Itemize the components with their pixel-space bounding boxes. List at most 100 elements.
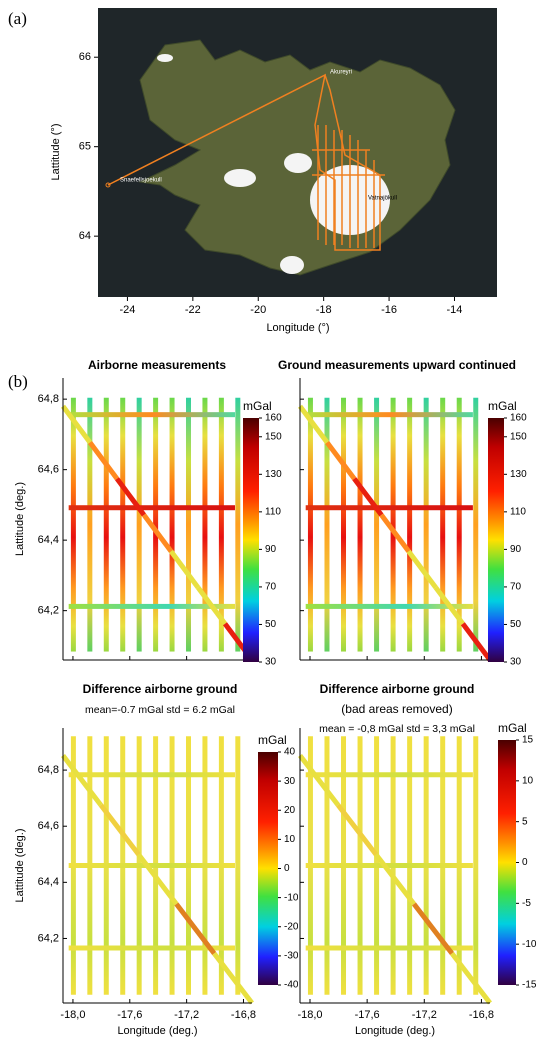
colorbar-tick-label: -10 [284, 892, 299, 903]
colorbar-tick-label: 130 [265, 469, 282, 480]
colorbar-label: mGal [243, 399, 272, 413]
colorbar-tick-label: -40 [284, 980, 299, 991]
colorbar-tick-label: 150 [265, 431, 282, 442]
colorbar-tick-label: 70 [265, 582, 277, 593]
flight-line [195, 585, 228, 626]
colorbar-tick-label: 30 [284, 776, 296, 787]
flight-track [107, 73, 385, 251]
flight-line [68, 505, 235, 511]
place-label: Snaefellsjoekull [120, 178, 162, 184]
y-tick-label: 64 [79, 230, 91, 242]
flight-line [212, 951, 254, 1005]
x-tick-label: -16 [381, 304, 397, 316]
x-tick-label: -20 [250, 304, 266, 316]
y-tick-label: 65 [79, 141, 91, 153]
flight-line [103, 397, 109, 652]
flight-line [305, 412, 473, 418]
colorbar-tick-label: 10 [284, 834, 296, 845]
flight-line [68, 945, 235, 951]
flight-line [60, 404, 93, 444]
flight-line [68, 863, 235, 868]
panel-title: Difference airborne ground [83, 682, 238, 696]
flight-line [357, 397, 363, 652]
flight-line [174, 902, 217, 956]
panel: -18,0 -17,6 -17,2 -16,8 Difference airborne … [297, 682, 536, 1037]
panel-subtitle: mean=-0.7 mGal std = 6.2 mGal [85, 704, 235, 716]
colorbar [488, 418, 504, 662]
colorbar-tick-label: -5 [522, 898, 531, 909]
x-tick-label: -18 [316, 304, 332, 316]
x-tick-label: -17,2 [412, 1009, 437, 1021]
colorbar [243, 418, 259, 662]
colorbar-tick-label: 70 [510, 582, 522, 593]
flight-line [352, 477, 384, 517]
flight-line [61, 753, 103, 807]
x-tick-label: -17,2 [174, 1009, 199, 1021]
panel: Ground measurements upward continued mGal… [278, 358, 527, 667]
flight-line [305, 603, 473, 609]
flight-line [68, 772, 235, 778]
flight-line [168, 549, 201, 589]
y-tick-label: 64,8 [38, 764, 59, 776]
flight-line [235, 397, 241, 652]
glacier [224, 169, 256, 187]
y-tick-label: 66 [79, 51, 91, 63]
x-tick-label: -16,8 [469, 1009, 494, 1021]
flight-line [324, 397, 330, 652]
panel-label: (b) [8, 372, 28, 391]
colorbar-tick-label: -30 [284, 951, 299, 962]
colorbar-tick-label: -10 [522, 939, 537, 950]
x-tick-label: -22 [185, 304, 201, 316]
flight-line [406, 549, 438, 589]
colorbar-tick-label: 160 [510, 413, 527, 424]
colorbar-tick-label: 150 [510, 431, 527, 442]
colorbar-tick-label: -20 [284, 921, 299, 932]
colorbar-tick-label: 40 [284, 747, 296, 758]
flight-line [235, 736, 241, 995]
place-label: Vatnajökull [368, 196, 397, 202]
colorbar-tick-label: 130 [510, 469, 527, 480]
colorbar-tick-label: 110 [510, 506, 526, 517]
flight-line [374, 397, 380, 652]
flight-line [423, 397, 429, 652]
colorbar-tick-label: 15 [522, 735, 534, 746]
x-tick-label: -17,6 [117, 1009, 142, 1021]
flight-line [325, 440, 357, 481]
x-tick-label: -14 [447, 304, 463, 316]
flight-line [336, 803, 378, 857]
flight-line [412, 902, 454, 956]
panel: -18,0 -17,6 -17,2 -16,8 64,2 64,4 64,6 64,8 Diff… [14, 682, 299, 1037]
flight-line [114, 477, 147, 517]
flight-line [305, 772, 473, 778]
flight-line [70, 397, 76, 652]
colorbar-tick-label: -15 [522, 980, 537, 991]
flight-line [87, 440, 120, 481]
flight-line [473, 736, 479, 995]
colorbar-tick-label: 0 [284, 863, 290, 874]
flight-line [305, 505, 473, 511]
flight-line [87, 397, 93, 652]
colorbar-label: mGal [498, 721, 527, 735]
flight-line [473, 397, 479, 652]
colorbar-tick-label: 90 [265, 544, 277, 555]
x-tick-label: -16,8 [231, 1009, 256, 1021]
y-tick-label: 64,6 [38, 820, 59, 832]
x-axis-label: Longitude (deg.) [117, 1025, 197, 1037]
panel-title: Airborne measurements [88, 358, 226, 372]
x-axis-label: Longitude (°) [266, 322, 329, 334]
x-tick-label: -18,0 [60, 1009, 85, 1021]
flight-line [298, 753, 340, 807]
x-tick-label: -24 [119, 304, 135, 316]
place-label: Akureyri [330, 70, 352, 76]
colorbar [498, 740, 516, 985]
flight-line [68, 412, 235, 418]
flight-line [374, 852, 416, 906]
y-tick-label: 64,2 [38, 932, 59, 944]
map: Akureyri Snaefellsjoekull Vatnajökull Lo… [50, 8, 497, 334]
flight-line [68, 603, 235, 609]
flight-line [305, 945, 473, 951]
panel-label: (a) [8, 9, 27, 28]
flight-line [136, 397, 142, 652]
